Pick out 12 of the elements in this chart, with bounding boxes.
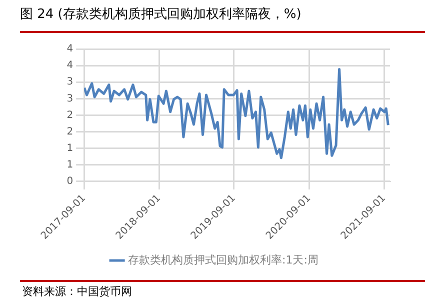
text: 资料来源：中国货币网 — [22, 284, 132, 299]
y-tick-label: 0 — [66, 176, 74, 188]
y-tick-label: 4 — [66, 60, 74, 72]
y-tick-label: 3 — [66, 76, 74, 88]
legend-label: 存款类机构质押式回购加权利率:1天:周 — [128, 253, 318, 266]
y-tick-label: 2 — [66, 110, 74, 121]
y-tick-label: 3 — [66, 93, 74, 104]
y-tick-label: 1 — [66, 159, 74, 170]
chart-title: 图 24 (存款类机构质押式回购加权利率隔夜，%) — [20, 6, 302, 23]
y-tick-label: 4 — [66, 44, 74, 55]
y-tick-label: 1 — [66, 142, 74, 154]
y-tick-label: 2 — [66, 126, 74, 138]
